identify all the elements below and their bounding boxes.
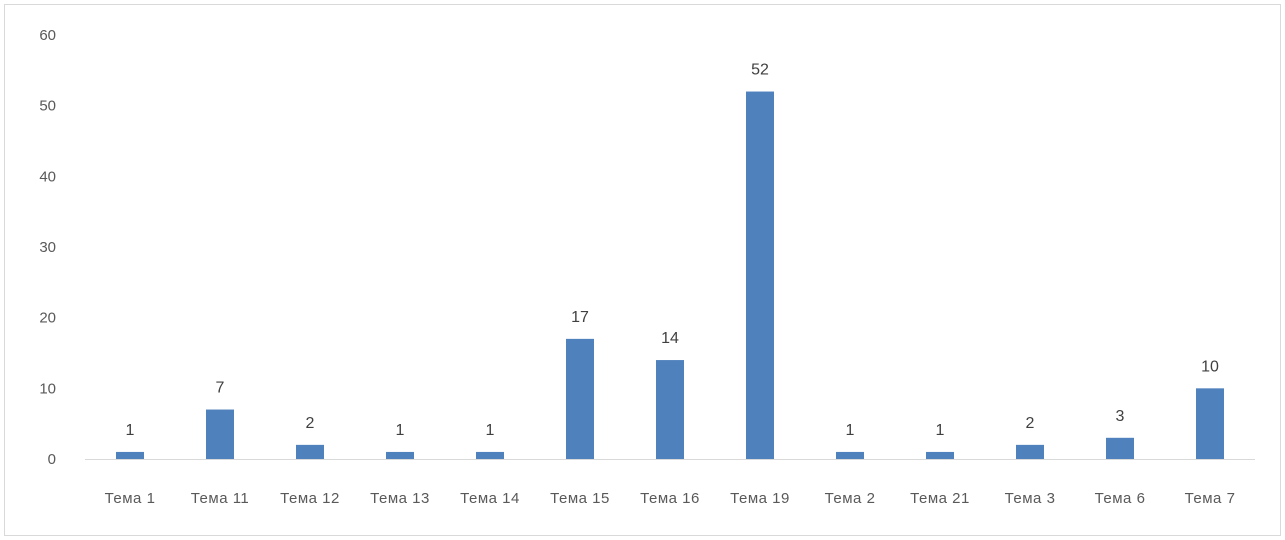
data-label: 1 (936, 422, 945, 439)
data-label: 1 (126, 422, 135, 439)
bar (656, 360, 684, 459)
data-label: 7 (216, 380, 225, 397)
bar (116, 451, 144, 459)
bar (1196, 388, 1224, 459)
data-label: 2 (306, 415, 315, 432)
y-tick-label: 20 (39, 310, 56, 327)
data-label: 1 (846, 422, 855, 439)
category-label: Тема 1 (105, 490, 156, 507)
data-label: 17 (571, 309, 589, 326)
category-label: Тема 12 (280, 490, 340, 507)
data-label: 52 (751, 62, 769, 79)
category-label: Тема 19 (730, 490, 790, 507)
bar (1016, 444, 1044, 459)
bar (296, 444, 324, 459)
x-axis-category-labels: Тема 1 Тема 11 Тема 12 Тема 13 Тема 14 Тема 1… (105, 490, 1236, 507)
y-tick-label: 0 (48, 451, 56, 468)
bar (386, 451, 414, 459)
bar (476, 451, 504, 459)
bar (836, 451, 864, 459)
y-tick-label: 30 (39, 239, 56, 256)
y-tick-label: 10 (39, 380, 56, 397)
category-label: Тема 2 (825, 490, 876, 507)
category-label: Тема 14 (460, 490, 520, 507)
data-label: 1 (486, 422, 495, 439)
data-label: 3 (1116, 408, 1125, 425)
category-label: Тема 6 (1095, 490, 1146, 507)
category-label: Тема 11 (191, 490, 250, 507)
category-label: Тема 3 (1005, 490, 1056, 507)
bars (116, 91, 1224, 460)
y-tick-label: 40 (39, 168, 56, 185)
category-label: Тема 7 (1185, 490, 1236, 507)
bar (566, 338, 594, 459)
category-label: Тема 15 (550, 490, 610, 507)
bar (746, 91, 774, 460)
category-label: Тема 21 (910, 490, 970, 507)
y-axis-ticks: 0 10 20 30 40 50 60 (39, 27, 56, 468)
data-label: 14 (661, 330, 679, 347)
category-label: Тема 13 (370, 490, 430, 507)
category-label: Тема 16 (640, 490, 700, 507)
bar (1106, 437, 1134, 459)
bar (206, 409, 234, 459)
bar (926, 451, 954, 459)
data-label: 2 (1026, 415, 1035, 432)
y-tick-label: 50 (39, 98, 56, 115)
y-tick-label: 60 (39, 27, 56, 44)
data-label: 10 (1201, 358, 1219, 375)
data-label: 1 (396, 422, 405, 439)
